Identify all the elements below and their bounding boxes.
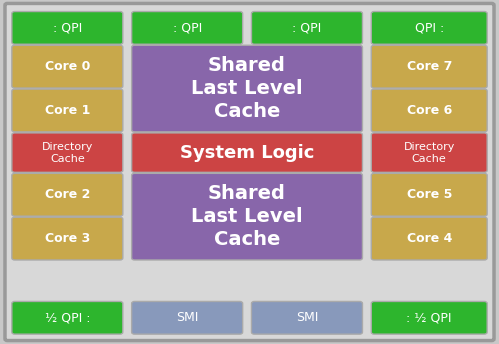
Text: Core 0: Core 0	[44, 60, 90, 73]
FancyBboxPatch shape	[5, 3, 494, 341]
Text: Core 4: Core 4	[407, 232, 452, 245]
FancyBboxPatch shape	[251, 12, 362, 44]
FancyBboxPatch shape	[12, 173, 123, 216]
FancyBboxPatch shape	[12, 133, 123, 172]
FancyBboxPatch shape	[132, 173, 362, 260]
Text: System Logic: System Logic	[180, 143, 314, 162]
FancyBboxPatch shape	[132, 12, 243, 44]
FancyBboxPatch shape	[371, 89, 487, 132]
FancyBboxPatch shape	[132, 301, 243, 334]
FancyBboxPatch shape	[371, 12, 487, 44]
FancyBboxPatch shape	[12, 45, 123, 88]
Text: : ½ QPI: : ½ QPI	[407, 311, 452, 324]
FancyBboxPatch shape	[371, 301, 487, 334]
FancyBboxPatch shape	[371, 133, 487, 172]
Text: ½ QPI :: ½ QPI :	[44, 311, 90, 324]
Text: Directory
Cache: Directory Cache	[41, 142, 93, 164]
FancyBboxPatch shape	[12, 301, 123, 334]
Text: Shared
Last Level
Cache: Shared Last Level Cache	[191, 184, 303, 249]
FancyBboxPatch shape	[12, 12, 123, 44]
FancyBboxPatch shape	[12, 89, 123, 132]
Text: SMI: SMI	[296, 311, 318, 324]
Text: Core 2: Core 2	[44, 188, 90, 201]
Text: Core 1: Core 1	[44, 104, 90, 117]
FancyBboxPatch shape	[132, 45, 362, 132]
FancyBboxPatch shape	[132, 133, 362, 172]
Text: Core 7: Core 7	[407, 60, 452, 73]
FancyBboxPatch shape	[371, 217, 487, 260]
Text: : QPI: : QPI	[292, 21, 321, 34]
FancyBboxPatch shape	[371, 45, 487, 88]
Text: Core 6: Core 6	[407, 104, 452, 117]
FancyBboxPatch shape	[12, 217, 123, 260]
FancyBboxPatch shape	[371, 173, 487, 216]
Text: SMI: SMI	[176, 311, 198, 324]
Text: Core 3: Core 3	[45, 232, 90, 245]
Text: Shared
Last Level
Cache: Shared Last Level Cache	[191, 56, 303, 121]
FancyBboxPatch shape	[251, 301, 362, 334]
Text: : QPI: : QPI	[173, 21, 202, 34]
Text: Directory
Cache: Directory Cache	[404, 142, 455, 164]
Text: Core 5: Core 5	[407, 188, 452, 201]
Text: : QPI: : QPI	[53, 21, 82, 34]
Text: QPI :: QPI :	[415, 21, 444, 34]
